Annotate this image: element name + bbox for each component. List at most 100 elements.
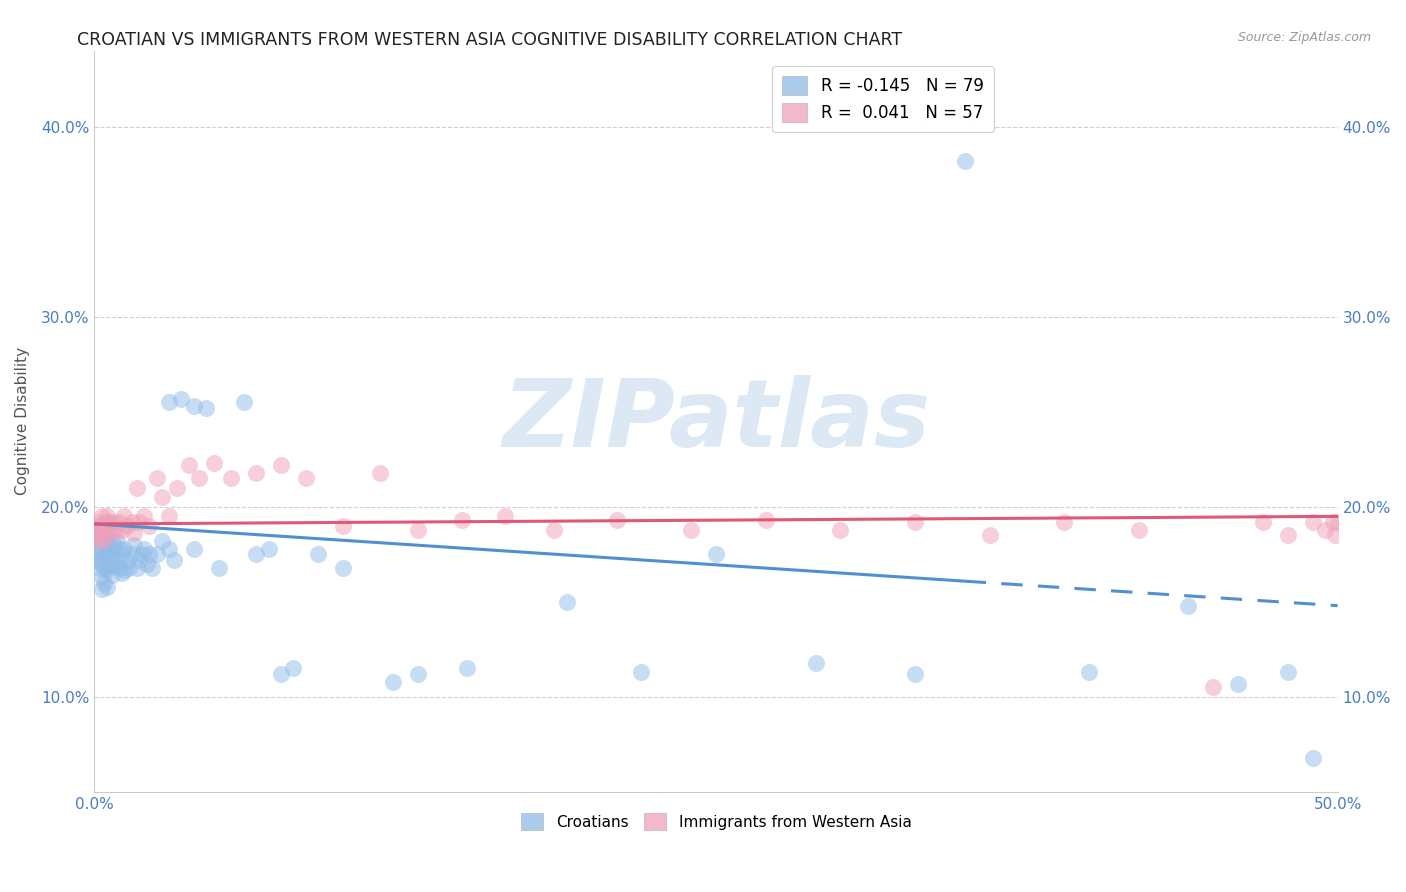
Point [370,466,392,480]
Point [96,515,118,529]
Point [555,595,578,609]
Point [134,509,156,524]
Point [630,665,652,680]
Point [183,541,205,556]
Point [606,513,628,527]
Point [96,523,118,537]
Point [135,557,157,571]
Point [115,519,138,533]
Point [219,471,242,485]
Point [125,560,148,574]
Point [1078,665,1101,680]
Point [89,534,111,549]
Point [108,560,131,574]
Point [187,471,209,485]
Text: CROATIAN VS IMMIGRANTS FROM WESTERN ASIA COGNITIVE DISABILITY CORRELATION CHART: CROATIAN VS IMMIGRANTS FROM WESTERN ASIA… [77,31,903,49]
Point [121,547,143,561]
Point [115,553,138,567]
Point [90,557,112,571]
Point [128,515,150,529]
Point [157,509,180,524]
Point [96,509,118,524]
Point [121,515,143,529]
Point [125,481,148,495]
Point [131,547,153,561]
Point [86,515,108,529]
Point [1324,528,1347,542]
Point [103,515,125,529]
Point [96,532,118,546]
Point [86,553,108,567]
Point [98,558,121,573]
Point [128,553,150,567]
Point [270,458,292,472]
Point [93,532,115,546]
Point [101,568,124,582]
Point [138,547,160,561]
Point [1227,676,1250,690]
Point [1177,599,1199,613]
Point [90,509,112,524]
Point [101,524,124,539]
Point [1277,528,1299,542]
Point [90,541,112,556]
Text: Source: ZipAtlas.com: Source: ZipAtlas.com [1237,31,1371,45]
Point [245,547,267,561]
Point [953,153,976,168]
Point [257,541,280,556]
Point [90,523,112,537]
Point [98,543,121,558]
Point [105,534,128,549]
Point [1128,523,1150,537]
Point [141,560,163,574]
Point [494,509,516,524]
Point [90,582,112,596]
Point [86,528,108,542]
Point [145,547,167,561]
Point [90,524,112,539]
Legend: Croatians, Immigrants from Western Asia: Croatians, Immigrants from Western Asia [515,807,918,836]
Point [96,547,118,561]
Point [118,560,141,574]
Point [232,395,254,409]
Point [208,560,231,574]
Point [681,523,703,537]
Point [1315,523,1337,537]
Point [1202,681,1225,695]
Point [96,563,118,577]
Point [163,553,186,567]
Point [122,526,145,541]
Point [332,560,354,574]
Point [138,519,160,533]
Point [904,667,927,681]
Point [704,547,727,561]
Point [804,656,827,670]
Point [105,553,128,567]
Point [108,541,131,556]
Point [89,560,111,574]
Point [451,513,474,527]
Point [101,551,124,566]
Point [93,575,115,590]
Point [93,547,115,561]
Point [105,523,128,537]
Point [112,509,135,524]
Point [86,543,108,558]
Point [166,481,188,495]
Point [103,558,125,573]
Point [170,392,193,406]
Point [543,523,565,537]
Point [1302,750,1324,764]
Point [406,523,429,537]
Point [112,541,135,556]
Point [89,534,111,549]
Point [283,661,305,675]
Point [112,563,135,577]
Point [89,547,111,561]
Point [150,491,173,505]
Point [89,519,111,533]
Point [111,523,134,537]
Point [98,515,121,529]
Point [202,456,225,470]
Point [150,534,173,549]
